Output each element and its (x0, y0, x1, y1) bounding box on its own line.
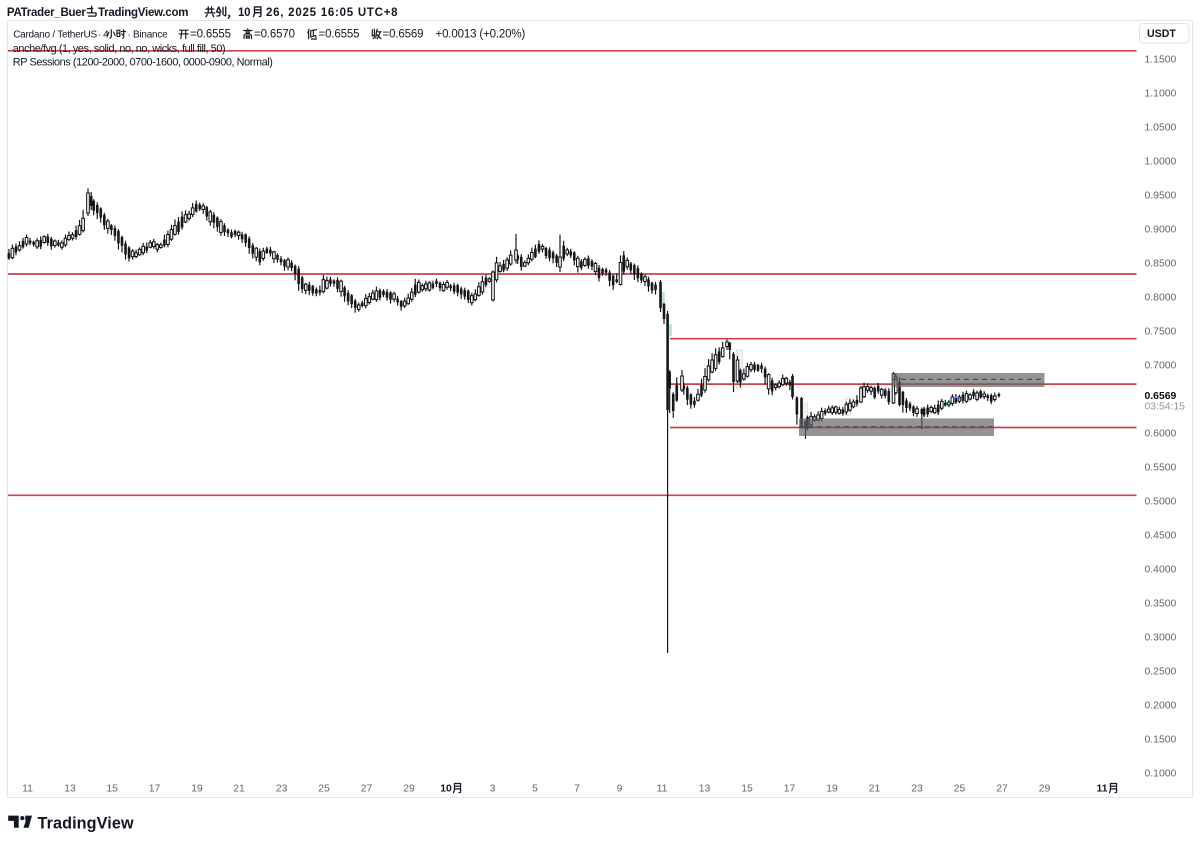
svg-text:·: · (128, 29, 131, 40)
svg-text:anche/fvg (1, yes, solid, no,: anche/fvg (1, yes, solid, no, no, wicks,… (13, 43, 225, 55)
svg-text:0.3000: 0.3000 (1145, 632, 1177, 643)
svg-text:1.0000: 1.0000 (1145, 156, 1177, 167)
svg-text:27: 27 (996, 784, 1008, 795)
svg-text:29: 29 (403, 784, 415, 795)
svg-text:0.3500: 0.3500 (1145, 598, 1177, 609)
svg-text:13: 13 (64, 784, 76, 795)
svg-text:23: 23 (911, 784, 923, 795)
svg-text:5: 5 (532, 784, 538, 795)
svg-text:+0.0013 (+0.20%): +0.0013 (+0.20%) (436, 28, 526, 40)
svg-text:0.2500: 0.2500 (1145, 666, 1177, 677)
svg-text:13: 13 (699, 784, 711, 795)
svg-text:11: 11 (1097, 784, 1108, 795)
svg-text:0.1500: 0.1500 (1145, 734, 1177, 745)
svg-text:11: 11 (22, 784, 33, 795)
svg-text:11: 11 (657, 784, 668, 795)
svg-text:17: 17 (149, 784, 161, 795)
svg-text:USDT: USDT (1147, 28, 1176, 40)
svg-text:=0.6555: =0.6555 (190, 28, 231, 40)
svg-text:1.1500: 1.1500 (1145, 54, 1177, 65)
svg-text:21: 21 (869, 784, 881, 795)
svg-text:1.1000: 1.1000 (1145, 88, 1177, 99)
svg-text:TradingView: TradingView (38, 814, 134, 832)
svg-text:Cardano / TetherUS: Cardano / TetherUS (13, 29, 97, 40)
svg-text:21: 21 (233, 784, 245, 795)
svg-text:=0.6555: =0.6555 (319, 28, 360, 40)
svg-text:PATrader_Buer: PATrader_Buer (7, 7, 87, 19)
svg-text:0.8500: 0.8500 (1145, 258, 1177, 269)
svg-text:23: 23 (276, 784, 288, 795)
svg-text:26, 2025 16:05 UTC+8: 26, 2025 16:05 UTC+8 (266, 7, 398, 19)
svg-text:0.5500: 0.5500 (1145, 462, 1177, 473)
svg-text:03:54:15: 03:54:15 (1145, 402, 1186, 413)
svg-text:1.0500: 1.0500 (1145, 122, 1177, 133)
svg-text:15: 15 (741, 784, 753, 795)
svg-text:0.9500: 0.9500 (1145, 190, 1177, 201)
svg-text:0.7000: 0.7000 (1145, 360, 1177, 371)
svg-text:10: 10 (238, 7, 250, 19)
svg-text:0.8000: 0.8000 (1145, 292, 1177, 303)
svg-text:0.6000: 0.6000 (1145, 428, 1177, 439)
svg-text:3: 3 (490, 784, 496, 795)
svg-text:=0.6569: =0.6569 (383, 28, 424, 40)
svg-text:19: 19 (826, 784, 838, 795)
svg-text:7: 7 (574, 784, 580, 795)
svg-text:27: 27 (361, 784, 373, 795)
svg-text:25: 25 (954, 784, 966, 795)
svg-text:19: 19 (191, 784, 203, 795)
svg-text:0.4500: 0.4500 (1145, 530, 1177, 541)
svg-text:9: 9 (617, 784, 623, 795)
svg-text:15: 15 (106, 784, 118, 795)
svg-text:· 4: · 4 (98, 29, 110, 40)
svg-text:0.7500: 0.7500 (1145, 326, 1177, 337)
svg-text:Binance: Binance (133, 29, 168, 40)
svg-text:25: 25 (318, 784, 330, 795)
svg-text:RP Sessions (1200-2000, 0700-1: RP Sessions (1200-2000, 0700-1600, 0000-… (13, 56, 273, 68)
svg-text:10: 10 (440, 784, 452, 795)
svg-text:TradingView.com: TradingView.com (98, 7, 188, 19)
svg-text:17: 17 (784, 784, 796, 795)
svg-text:0.5000: 0.5000 (1145, 496, 1177, 507)
svg-text:0.2000: 0.2000 (1145, 700, 1177, 711)
svg-text:0.6569: 0.6569 (1145, 391, 1177, 402)
svg-text:29: 29 (1039, 784, 1051, 795)
svg-text:=0.6570: =0.6570 (254, 28, 295, 40)
svg-text:0.9000: 0.9000 (1145, 224, 1177, 235)
svg-text:0.1000: 0.1000 (1145, 768, 1177, 779)
svg-text:0.4000: 0.4000 (1145, 564, 1177, 575)
